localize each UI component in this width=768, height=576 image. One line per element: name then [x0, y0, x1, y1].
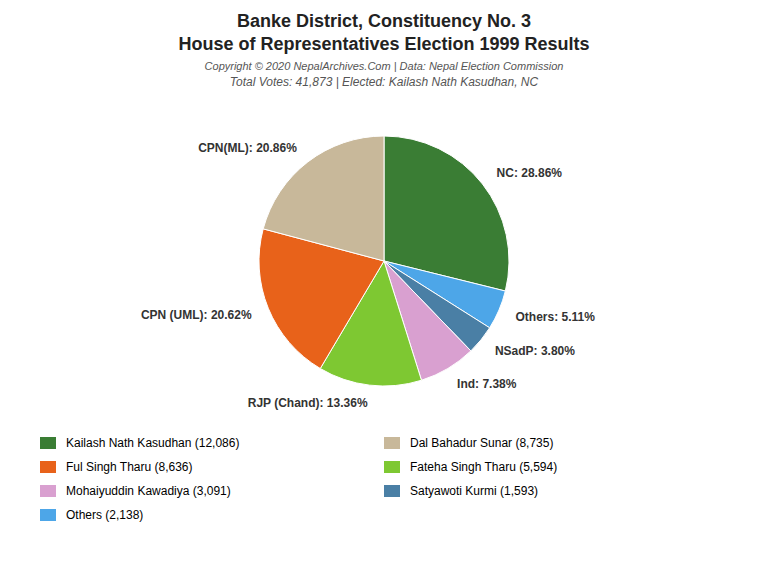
html-text:Total Votes: 41,873 | Elected:: Total Votes: 41,873 | Elected: Kailash N… [229, 75, 539, 89]
html-text:Kailash Nath Kasudhan (12,086): Kailash Nath Kasudhan (12,086) [66, 436, 240, 450]
svg-text:NSadP: 3.80%: NSadP: 3.80% [495, 344, 575, 358]
html-text:Fateha Singh Tharu (5,594): Fateha Singh Tharu (5,594) [410, 460, 558, 474]
svg-text:Ind: 7.38%: Ind: 7.38% [457, 377, 517, 391]
svg-text:CPN(ML): 20.86%: CPN(ML): 20.86% [198, 141, 297, 155]
html-text:Dal Bahadur Sunar (8,735): Dal Bahadur Sunar (8,735) [410, 436, 554, 450]
svg-text:CPN (UML): 20.62%: CPN (UML): 20.62% [141, 308, 252, 322]
svg-text:Others: 5.11%: Others: 5.11% [516, 310, 596, 324]
svg-text:NC: 28.86%: NC: 28.86% [497, 166, 563, 180]
html-text:Ful Singh Tharu (8,636): Ful Singh Tharu (8,636) [66, 460, 193, 474]
html-text:Banke District, Constituency N: Banke District, Constituency No. 3 [237, 11, 531, 31]
html-text:Mohaiyuddin Kawadiya (3,091): Mohaiyuddin Kawadiya (3,091) [66, 484, 231, 498]
html-text:Others (2,138): Others (2,138) [66, 508, 144, 522]
html-text:Copyright © 2020 NepalArchives: Copyright © 2020 NepalArchives.Com | Dat… [204, 60, 564, 72]
html-text:House of Representatives Elect: House of Representatives Election 1999 R… [178, 34, 590, 54]
html-text:Satyawoti Kurmi (1,593): Satyawoti Kurmi (1,593) [410, 484, 539, 498]
svg-text:RJP (Chand): 13.36%: RJP (Chand): 13.36% [248, 396, 368, 410]
